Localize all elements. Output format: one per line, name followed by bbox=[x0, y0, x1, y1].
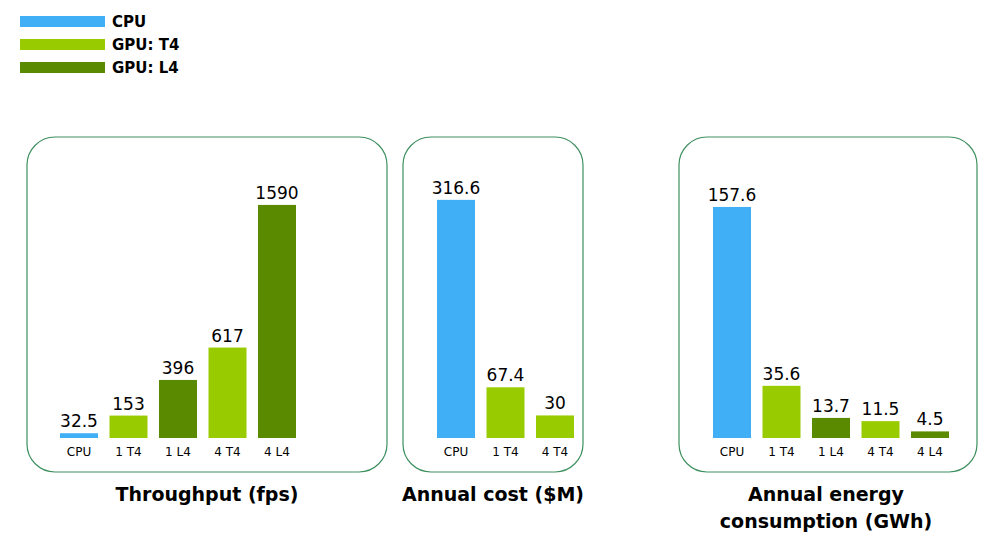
title-line: consumption (GWh) bbox=[720, 510, 932, 532]
category-label: CPU bbox=[444, 445, 468, 459]
data-label: 157.6 bbox=[708, 185, 757, 205]
category-label: 1 L4 bbox=[818, 445, 844, 459]
category-label: CPU bbox=[720, 445, 744, 459]
bar bbox=[812, 418, 850, 438]
category-label: 4 T4 bbox=[214, 445, 240, 459]
bar bbox=[159, 380, 197, 438]
panel-frame bbox=[403, 137, 583, 472]
category-label: 1 L4 bbox=[165, 445, 191, 459]
data-label: 35.6 bbox=[763, 364, 801, 384]
legend-swatch bbox=[20, 62, 105, 73]
data-label: 1590 bbox=[255, 183, 298, 203]
labels: 32.5 153 617 396 1590 CPU 1 T4 1 L4 4 T4 4 L4 Thro… bbox=[60, 183, 299, 505]
bar bbox=[258, 205, 296, 438]
legend-swatch bbox=[20, 16, 105, 27]
data-label: 396 bbox=[162, 358, 194, 378]
data-label: 13.7 bbox=[812, 396, 850, 416]
category-label: CPU bbox=[67, 445, 91, 459]
bars bbox=[437, 200, 574, 438]
legend-label: GPU: L4 bbox=[112, 59, 179, 77]
legend-swatch bbox=[20, 39, 105, 50]
category-label: 4 T4 bbox=[867, 445, 893, 459]
data-label: 32.5 bbox=[60, 411, 98, 431]
panel-frame bbox=[679, 137, 977, 472]
data-label: 67.4 bbox=[487, 365, 525, 385]
title-line: Throughput (fps) bbox=[116, 483, 299, 505]
bar bbox=[911, 431, 949, 438]
title-line: Annual cost ($M) bbox=[402, 483, 584, 505]
bars bbox=[60, 205, 296, 438]
bar bbox=[713, 207, 751, 438]
bar bbox=[763, 386, 801, 438]
data-label: 30 bbox=[544, 393, 566, 413]
labels: 157.6 35.6 13.7 11.5 4.5 CPU 1 T4 1 L4 4 T4 4 L4 A… bbox=[708, 185, 944, 532]
data-label: 4.5 bbox=[916, 409, 943, 429]
bar bbox=[487, 387, 525, 438]
bar bbox=[110, 416, 148, 438]
chart-canvas: 32.5 153 617 396 1590 CPU 1 T4 1 L4 4 T4 4 L4 Thro… bbox=[0, 0, 1006, 553]
category-label: 4 L4 bbox=[264, 445, 290, 459]
legend-label: GPU: T4 bbox=[112, 36, 179, 54]
title-line: Annual energy bbox=[748, 483, 905, 505]
chart-title: Annual energy consumption (GWh) bbox=[720, 483, 932, 532]
panel: 32.5 153 617 396 1590 CPU 1 T4 1 L4 4 T4 4 L4 Thro… bbox=[27, 137, 387, 505]
chart-title: Annual cost ($M) bbox=[402, 483, 584, 505]
panel-frame bbox=[27, 137, 387, 472]
panel: 316.6 67.4 30 CPU 1 T4 4 T4 Annual cost ($M) bbox=[402, 137, 584, 505]
panel: 157.6 35.6 13.7 11.5 4.5 CPU 1 T4 1 L4 4 T4 4 L4 A… bbox=[679, 137, 977, 532]
legend: CPU GPU: T4 GPU: L4 bbox=[20, 13, 179, 77]
bar bbox=[862, 421, 900, 438]
category-label: 4 L4 bbox=[917, 445, 943, 459]
category-label: 1 T4 bbox=[768, 445, 794, 459]
bar bbox=[536, 415, 574, 438]
data-label: 316.6 bbox=[432, 178, 481, 198]
category-label: 4 T4 bbox=[542, 445, 568, 459]
category-label: 1 T4 bbox=[115, 445, 141, 459]
bar bbox=[209, 348, 247, 438]
bars bbox=[713, 207, 949, 438]
category-label: 1 T4 bbox=[492, 445, 518, 459]
labels: 316.6 67.4 30 CPU 1 T4 4 T4 Annual cost ($M) bbox=[402, 178, 584, 505]
bar bbox=[437, 200, 475, 438]
legend-label: CPU bbox=[112, 13, 146, 31]
chart-title: Throughput (fps) bbox=[116, 483, 299, 505]
data-label: 617 bbox=[211, 326, 243, 346]
bar bbox=[60, 433, 98, 438]
data-label: 153 bbox=[112, 394, 144, 414]
data-label: 11.5 bbox=[862, 399, 900, 419]
